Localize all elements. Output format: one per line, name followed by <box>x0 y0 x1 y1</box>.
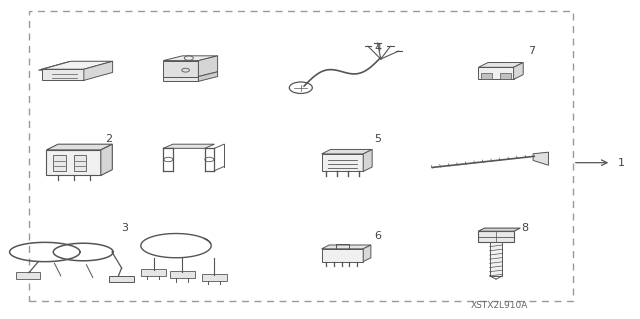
Polygon shape <box>198 56 218 77</box>
Polygon shape <box>478 228 520 231</box>
Text: 5: 5 <box>374 134 381 144</box>
FancyBboxPatch shape <box>53 155 66 171</box>
FancyBboxPatch shape <box>74 155 86 171</box>
Polygon shape <box>84 61 113 80</box>
Polygon shape <box>47 144 113 150</box>
Polygon shape <box>163 56 218 61</box>
Polygon shape <box>514 63 524 79</box>
Polygon shape <box>198 72 218 81</box>
FancyBboxPatch shape <box>500 73 511 79</box>
Polygon shape <box>163 77 198 81</box>
FancyBboxPatch shape <box>202 274 227 281</box>
Polygon shape <box>322 249 364 262</box>
Polygon shape <box>163 61 198 77</box>
Polygon shape <box>322 154 364 172</box>
Polygon shape <box>40 62 111 70</box>
Polygon shape <box>47 150 101 175</box>
Polygon shape <box>109 276 134 282</box>
Text: 6: 6 <box>374 231 381 241</box>
FancyBboxPatch shape <box>481 73 492 79</box>
Polygon shape <box>364 149 372 172</box>
Polygon shape <box>101 144 113 175</box>
FancyBboxPatch shape <box>141 269 166 276</box>
Text: 2: 2 <box>106 134 113 144</box>
Text: 7: 7 <box>528 46 535 56</box>
Polygon shape <box>364 245 371 262</box>
FancyBboxPatch shape <box>170 271 195 278</box>
FancyBboxPatch shape <box>490 242 502 276</box>
Polygon shape <box>322 245 371 249</box>
Text: 8: 8 <box>522 223 529 233</box>
FancyBboxPatch shape <box>16 272 40 279</box>
Text: XSTX2L910A: XSTX2L910A <box>470 301 528 310</box>
Polygon shape <box>478 231 514 242</box>
Text: 3: 3 <box>122 223 129 233</box>
Text: 1: 1 <box>618 158 625 168</box>
Text: 4: 4 <box>374 43 381 53</box>
Polygon shape <box>42 69 84 80</box>
Polygon shape <box>479 63 524 67</box>
Polygon shape <box>322 149 372 154</box>
Polygon shape <box>479 67 514 79</box>
Polygon shape <box>42 61 113 69</box>
Polygon shape <box>38 62 109 70</box>
Polygon shape <box>163 144 214 148</box>
Polygon shape <box>533 152 548 165</box>
